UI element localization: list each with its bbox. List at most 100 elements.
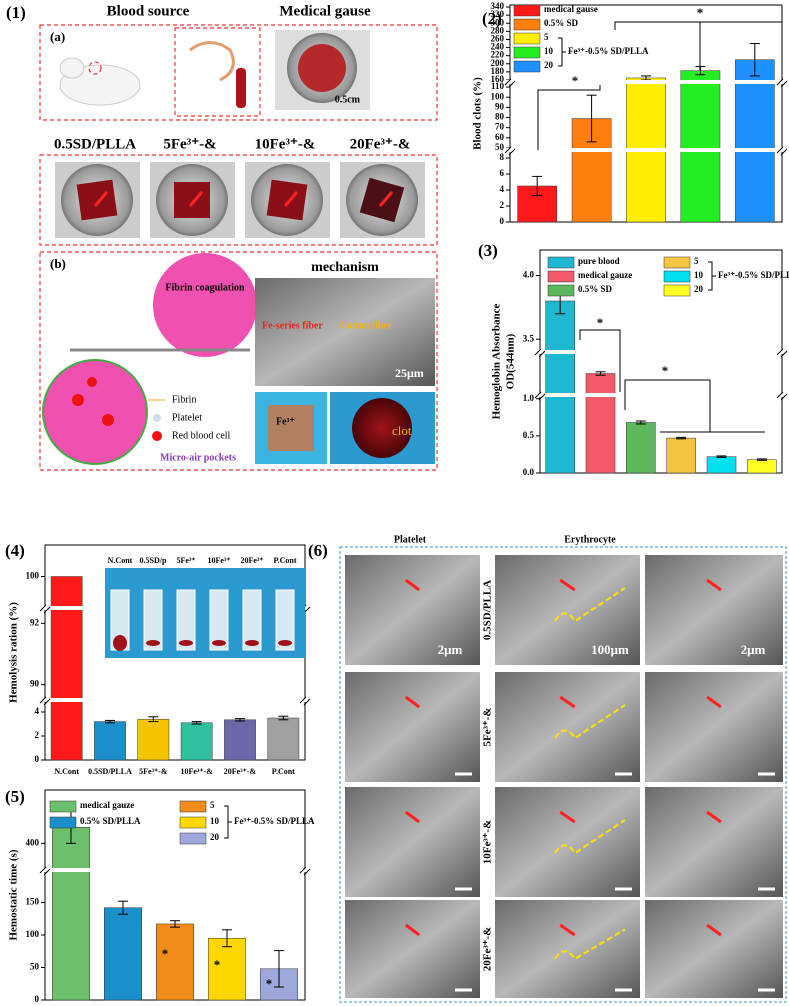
legend-swatch	[513, 60, 541, 73]
bar	[137, 718, 170, 761]
y-tick-label: 300	[491, 17, 505, 27]
legend-label: Fibrin	[172, 394, 196, 405]
arrow	[404, 923, 421, 937]
chart: (5) Hemostatic time (s) 0 50 100 150 400 medica…	[5, 787, 315, 1004]
rbc	[102, 414, 114, 426]
caption: clot	[392, 423, 412, 438]
zoom	[42, 359, 148, 465]
arrow	[559, 810, 576, 824]
y-tick-label: 0	[35, 994, 40, 1004]
sub-label: (b)	[50, 256, 66, 271]
legend-label: 0.5% SD	[578, 284, 613, 294]
frame	[39, 154, 438, 246]
bar	[585, 373, 616, 474]
scale-label: 100μm	[591, 642, 629, 657]
y-tick-label: 50	[495, 142, 505, 152]
outline	[554, 587, 626, 623]
y-tick-label: 1.0	[523, 393, 535, 403]
inset-label: 5Fe³⁺	[176, 556, 195, 565]
error-bar	[749, 43, 760, 77]
x-tick-label: 0.5SD/PLLA	[88, 767, 132, 776]
caption: Fe-series fiber	[262, 320, 323, 331]
error-bar	[274, 950, 284, 988]
bar	[626, 422, 656, 474]
arrow	[188, 191, 204, 207]
legend-swatch	[513, 46, 541, 59]
y-tick-label: 160	[491, 74, 505, 84]
inset-label: N.Cont	[108, 556, 133, 565]
y-tick-label: 60	[495, 132, 505, 142]
legend-label: Platelet	[172, 412, 202, 423]
column-header: Erythrocyte	[564, 534, 616, 545]
significance: *	[597, 315, 604, 330]
bar	[734, 59, 775, 223]
y-tick-label: 90	[495, 101, 505, 111]
error-bar	[756, 458, 767, 461]
legend-swatch	[513, 32, 541, 45]
row-label: 0.5SD/PLLA	[482, 580, 494, 640]
y-tick-label: 200	[491, 58, 505, 68]
sem-image	[345, 555, 480, 665]
caption: Fibrin coagulation	[165, 282, 245, 293]
bar	[50, 576, 83, 761]
legend-swatch	[547, 256, 575, 269]
legend-label: 20	[210, 832, 220, 842]
column-header: Platelet	[394, 534, 427, 545]
sem-image	[495, 555, 640, 665]
y-tick-label: 90	[30, 679, 40, 689]
inset-label: 20Fe³⁺	[240, 556, 263, 565]
axis-break	[39, 868, 311, 872]
error-bar	[235, 718, 245, 722]
break-mark	[39, 696, 51, 706]
y-tick-label: 4.0	[523, 270, 535, 280]
sample	[266, 179, 308, 221]
sem-image	[645, 555, 783, 665]
x-tick-label: 20Fe³⁺-&	[224, 767, 257, 776]
arrow	[706, 695, 722, 709]
caption: Fe³⁺	[276, 416, 295, 427]
sediment	[245, 640, 259, 646]
y-axis-label: OD(544nm)	[505, 333, 517, 389]
break-mark	[299, 696, 311, 706]
significance: *	[572, 73, 579, 88]
samples: 0.5SD/PLLA 5Fe³⁺-& 10Fe³⁺-& 20Fe³⁺-&	[54, 136, 425, 238]
clot	[298, 44, 346, 92]
coagulation	[153, 253, 257, 357]
row-label: 10Fe³⁺-&	[482, 820, 494, 865]
bar	[545, 300, 575, 474]
sem-grid: 0.5SD/PLLA 2μm 100μm 2μm 5Fe³⁺-& 10Fe³⁺-& 20Fe…	[345, 555, 783, 998]
chart: (2)Blood clots (%)0246850607080901001101…	[472, 1, 788, 226]
frame	[339, 546, 787, 1003]
bar	[747, 459, 777, 474]
axis-break	[39, 698, 311, 702]
rbc	[72, 394, 84, 406]
y-tick-label: 100	[491, 91, 505, 101]
bar	[104, 907, 142, 1001]
legend-bracket	[708, 261, 716, 291]
sem-image	[255, 278, 435, 386]
legend-label: 0.5% SD/PLLA	[80, 816, 141, 826]
arrow	[706, 578, 722, 592]
break-mark	[504, 78, 516, 88]
y-tick-label: 0	[35, 754, 40, 764]
sample	[174, 182, 210, 218]
error-bar	[191, 721, 202, 725]
error-bar	[586, 94, 597, 143]
sample	[359, 177, 405, 223]
error-bar	[641, 75, 651, 81]
y-tick-label: 50	[30, 962, 40, 972]
x-tick-label: P.Cont	[272, 767, 295, 776]
sem-image	[345, 900, 480, 998]
sediment	[179, 640, 193, 646]
y-tick-label: 340	[491, 1, 505, 11]
scale-label: 2μm	[741, 642, 766, 657]
legend-swatch	[179, 800, 207, 813]
x-tick-label: 10Fe³⁺-&	[180, 767, 213, 776]
break-mark	[39, 866, 51, 876]
y-tick-label: 110	[491, 81, 505, 91]
callout	[88, 61, 102, 75]
plot-frame	[539, 249, 783, 474]
legend-label: medical gauze	[80, 800, 134, 810]
bar	[156, 923, 194, 1001]
error-bar	[170, 920, 180, 928]
